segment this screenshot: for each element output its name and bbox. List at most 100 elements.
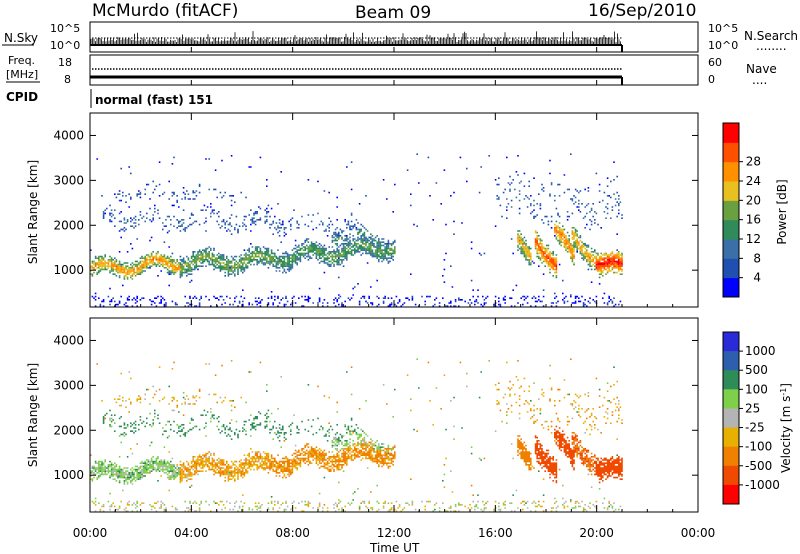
station-title: McMurdo (fitACF) [92, 1, 238, 21]
velocity-colorbar-label-1: 500 [745, 363, 768, 377]
power-colorbar-swatch-3 [723, 219, 739, 240]
xtick-label-6: 00:00 [681, 526, 716, 540]
power-y-axis: 1000 2000 3000 4000 [53, 128, 698, 277]
velocity-colorbar-label-6: -500 [745, 459, 772, 473]
power-colorbar-swatch-0 [723, 277, 739, 298]
velocity-colorbar: 1000 500 100 25 -25 -100 -500 -1000 [722, 331, 780, 505]
power-colorbar-label-3: 16 [746, 213, 761, 227]
velocity-cells-group-2 [90, 366, 618, 511]
velocity-colorbar-swatch-3 [723, 389, 739, 409]
nave-tick-right-bottom: 0 [708, 73, 715, 86]
power-ylabel: Slant Range [km] [26, 160, 40, 264]
power-ytick-label-3: 4000 [53, 128, 84, 142]
nsky-counts [90, 31, 621, 44]
velocity-colorbar-swatch-6 [723, 446, 739, 467]
power-colorbar-swatch-8 [723, 123, 739, 143]
velocity-colorbar-label-sup: -1 [779, 388, 788, 396]
power-colorbar-swatch-4 [723, 200, 739, 221]
velocity-cells-group-3 [90, 358, 623, 512]
power-cells-group-3 [91, 212, 615, 280]
nave-tick-right-top: 60 [708, 56, 722, 69]
beam-title: Beam 09 [355, 3, 431, 23]
velocity-ytick-label-3: 4000 [53, 333, 84, 347]
cpid-value: normal (fast) 151 [95, 93, 213, 107]
velocity-panel: 1000 2000 3000 4000 Slant Range [km] 1000 50… [26, 317, 793, 513]
power-cells-group-0 [90, 222, 623, 280]
velocity-cells-group-4 [91, 363, 622, 512]
nsky-tick-left-bottom: 10^0 [50, 39, 80, 52]
velocity-heatmap [90, 358, 623, 512]
time-x-axis: 00:00 04:00 08:00 12:00 16:00 20:00 00:00 [73, 47, 716, 540]
nave-label: Nave [746, 62, 777, 76]
date-title: 16/Sep/2010 [588, 1, 696, 21]
nsearch-label: N.Search [744, 29, 798, 43]
power-colorbar: 4 8 12 16 20 24 28 [722, 122, 761, 298]
x-axis-label: Time UT [369, 541, 420, 554]
power-heatmap [90, 153, 623, 307]
velocity-y-axis: 1000 2000 3000 4000 [53, 333, 698, 482]
velocity-colorbar-label-0: 1000 [745, 344, 776, 358]
power-ytick-label-0: 1000 [53, 263, 84, 277]
velocity-colorbar-frame [722, 331, 740, 505]
velocity-cells-group-5 [534, 425, 623, 484]
xtick-label-4: 16:00 [478, 526, 513, 540]
velocity-colorbar-label-7: -1000 [745, 478, 780, 492]
nsky-tick-right-top: 10^5 [708, 22, 738, 35]
velocity-colorbar-swatch-5 [723, 427, 739, 448]
nsky-tick-left-top: 10^5 [50, 22, 80, 35]
freq-label: Freq. [8, 54, 35, 67]
xtick-label-3: 12:00 [377, 526, 412, 540]
velocity-colorbar-label-4: -25 [745, 421, 765, 435]
velocity-colorbar-label-end: ] [779, 383, 793, 388]
xtick-label-2: 08:00 [275, 526, 310, 540]
velocity-colorbar-label-2: 100 [745, 382, 768, 396]
power-colorbar-label-4: 20 [746, 193, 761, 207]
xtick-label-1: 04:00 [174, 526, 209, 540]
velocity-colorbar-label-main: Velocity [m s [779, 396, 793, 473]
velocity-colorbar-swatch-7 [723, 465, 739, 486]
freq-marks [90, 68, 623, 85]
freq-panel: Freq. [MHz] 18 8 60 0 Nave .... [6, 54, 777, 87]
power-colorbar-swatch-7 [723, 142, 739, 163]
power-colorbar-swatch-5 [723, 181, 739, 201]
freq-unit-label: [MHz] [6, 68, 38, 81]
nsky-label: N.Sky [4, 31, 38, 45]
power-ytick-label-1: 2000 [53, 218, 84, 232]
velocity-cells-group-1 [90, 358, 620, 512]
power-colorbar-swatch-1 [723, 258, 739, 279]
velocity-colorbar-swatch-8 [723, 484, 739, 505]
xtick-label-0: 00:00 [73, 526, 108, 540]
power-colorbar-label-1: 8 [753, 251, 761, 265]
nsky-panel: N.Sky 10^5 10^0 10^5 10^0 N.Search .....… [2, 21, 798, 53]
velocity-colorbar-label-3: 25 [745, 401, 760, 415]
power-colorbar-label-2: 12 [746, 232, 761, 246]
nsky-marks [90, 31, 623, 52]
velocity-colorbar-swatch-2 [723, 370, 739, 390]
cpid-panel: CPID normal (fast) 151 [6, 89, 213, 108]
power-ytick-label-2: 3000 [53, 173, 84, 187]
power-colorbar-frame [722, 122, 740, 298]
freq-tick-left-bottom: 8 [64, 73, 71, 86]
velocity-colorbar-swatch-0 [723, 332, 739, 352]
power-panel: 1000 2000 3000 4000 Slant Range [km] 4 8 12 16… [26, 112, 789, 308]
power-colorbar-label-5: 24 [746, 174, 761, 188]
velocity-colorbar-label-5: -100 [745, 440, 772, 454]
velocity-colorbar-label: Velocity [m s-1] [779, 383, 793, 473]
power-colorbar-label-0: 4 [753, 271, 761, 285]
xtick-label-5: 20:00 [579, 526, 614, 540]
freq-tick-left-top: 18 [58, 56, 72, 69]
velocity-ytick-label-2: 3000 [53, 378, 84, 392]
power-colorbar-label: Power [dB] [775, 179, 789, 244]
power-colorbar-swatch-2 [723, 239, 739, 259]
velocity-colorbar-swatch-1 [723, 351, 739, 371]
power-cells-group-8 [547, 257, 623, 269]
nsearch-dots: ........ [756, 39, 787, 53]
cpid-label: CPID [6, 90, 38, 104]
nsky-tick-right-bottom: 10^0 [708, 39, 738, 52]
velocity-ylabel: Slant Range [km] [26, 363, 40, 467]
velocity-ytick-label-0: 1000 [53, 468, 84, 482]
velocity-ytick-label-1: 2000 [53, 423, 84, 437]
power-colorbar-label-6: 28 [746, 155, 761, 169]
power-colorbar-swatch-6 [723, 161, 739, 182]
